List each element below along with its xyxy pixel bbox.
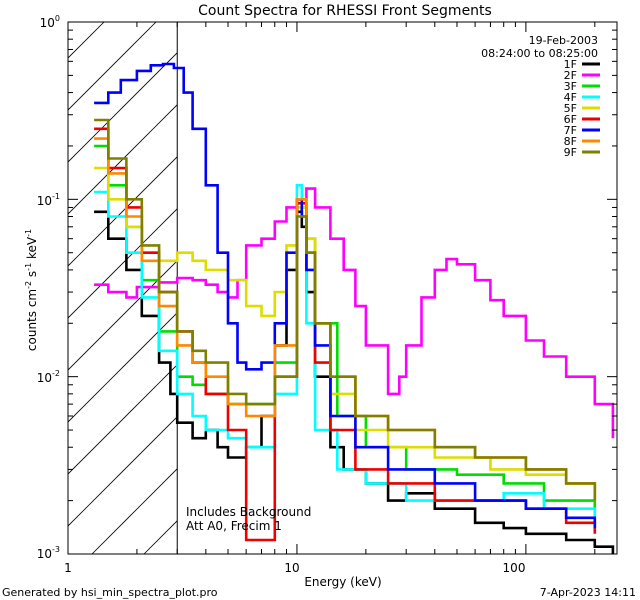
legend-label-4f: 4F: [564, 91, 577, 104]
header-date: 19-Feb-2003: [529, 34, 598, 47]
chart-title: Count Spectra for RHESSI Front Segments: [198, 3, 492, 19]
legend-label-3f: 3F: [564, 80, 577, 93]
y-tick-label-1e-1: 10-1: [37, 192, 60, 208]
x-tick-label-1: 1: [64, 561, 72, 575]
y-axis-label: counts cm-2 s-1 keV-1: [24, 229, 39, 351]
plot-frame: [67, 21, 618, 555]
footer-generator: Generated by hsi_min_spectra_plot.pro: [2, 586, 218, 599]
series-line-7f: [94, 62, 597, 529]
hatch-line: [68, 22, 157, 111]
hatch-line: [68, 416, 177, 527]
x-tick-label-10: 10: [284, 561, 299, 575]
legend-label-5f: 5F: [564, 102, 577, 115]
hatched-region: [0, 0, 177, 554]
x-axis-label: Energy (keV): [304, 575, 381, 589]
footer-timestamp: 7-Apr-2023 14:11: [540, 586, 636, 599]
series-line-3f: [94, 144, 597, 509]
series-line-6f: [94, 127, 597, 542]
hatch-line: [68, 312, 177, 423]
hatch-line: [68, 208, 177, 319]
legend-label-6f: 6F: [564, 113, 577, 126]
series-line-4f: [94, 184, 597, 518]
y-tick-label-1e0: 100: [40, 14, 60, 30]
header-time-range: 08:24:00 to 08:25:00: [481, 47, 598, 60]
hatch-line: [68, 260, 177, 371]
hatch-line: [68, 22, 105, 59]
legend-label-9f: 9F: [564, 146, 577, 159]
y-tick-label-1e-2: 10-2: [37, 369, 60, 385]
hatch-line: [68, 364, 177, 475]
hatch-line: [0, 0, 28, 554]
annotation-attenuator: Att A0, Frecim 1: [186, 519, 282, 533]
legend-label-1f: 1F: [564, 58, 577, 71]
hatch-line: [68, 156, 177, 267]
legend-label-7f: 7F: [564, 124, 577, 137]
series-line-1f: [94, 210, 615, 554]
legend-label-2f: 2F: [564, 69, 577, 82]
series-line-9f: [94, 118, 597, 501]
series-layer: [94, 62, 615, 554]
y-tick-label-1e-3: 10-3: [37, 545, 60, 561]
annotation-background: Includes Background: [186, 505, 311, 519]
series-line-2f: [94, 187, 615, 439]
legend-label-8f: 8F: [564, 135, 577, 148]
hatch-line: [68, 52, 177, 163]
axis-ticks: [67, 21, 617, 555]
x-tick-label-100: 100: [503, 561, 526, 575]
hatch-line: [68, 104, 177, 215]
